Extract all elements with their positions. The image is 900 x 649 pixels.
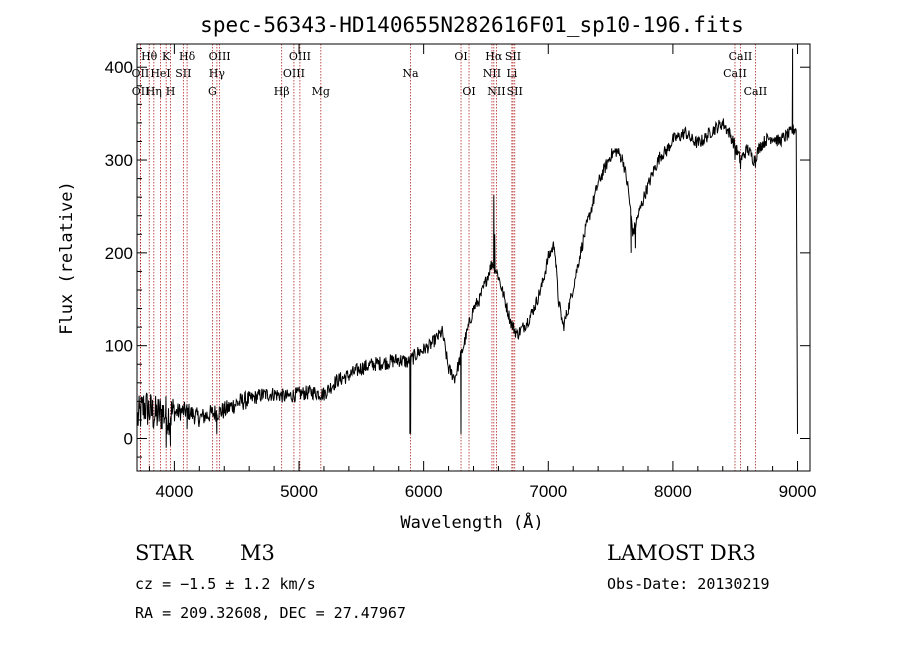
y-tick-label: 200 bbox=[105, 244, 133, 263]
spectral-line-label: CaII bbox=[744, 85, 768, 98]
spectral-line-label: NII bbox=[487, 85, 505, 98]
x-axis-ticks: 4000 5000 6000 7000 8000 9000 bbox=[148, 44, 817, 501]
x-tick-label: 7000 bbox=[529, 482, 567, 501]
spectrum-chart: spec-56343-HD140655N282616F01_sp10-196.f… bbox=[57, 13, 817, 533]
spectral-line-label: K bbox=[162, 50, 171, 63]
redshift-cz: cz = −1.5 ± 1.2 km/s bbox=[135, 575, 316, 593]
observation-date: Obs-Date: 20130219 bbox=[607, 575, 770, 593]
spectral-line-label: OII bbox=[132, 67, 150, 80]
spectral-line-label: OII bbox=[132, 85, 150, 98]
x-tick-label: 5000 bbox=[280, 482, 318, 501]
survey-name: LAMOST DR3 bbox=[607, 541, 756, 565]
spectral-line-label: Hη bbox=[146, 85, 162, 98]
object-subclass: M3 bbox=[240, 541, 275, 565]
y-tick-label: 100 bbox=[105, 337, 133, 356]
y-tick-label: 0 bbox=[124, 430, 133, 449]
spectral-line-label: Mg bbox=[312, 85, 330, 98]
spectral-line-label: SII bbox=[505, 50, 521, 63]
spectral-line-label: OIII bbox=[289, 50, 311, 63]
object-type: STAR bbox=[135, 541, 194, 565]
x-tick-label: 9000 bbox=[779, 482, 817, 501]
spectral-line-label: OIII bbox=[209, 50, 231, 63]
spectral-line-label: Hα bbox=[485, 50, 503, 63]
x-axis-label: Wavelength (Å) bbox=[400, 511, 543, 533]
x-tick-label: 8000 bbox=[654, 482, 692, 501]
y-tick-label: 400 bbox=[105, 58, 133, 77]
spectral-line-label: SII bbox=[507, 85, 523, 98]
spectral-line-label: SII bbox=[175, 67, 191, 80]
spectral-line-label: Hβ bbox=[274, 85, 290, 98]
spectral-line-label: OIII bbox=[283, 67, 305, 80]
spectral-line-label: Hγ bbox=[209, 67, 226, 80]
spectral-line-label: NII bbox=[483, 67, 501, 80]
x-tick-label: 4000 bbox=[155, 482, 193, 501]
spectral-line-label: OI bbox=[454, 50, 467, 63]
plot-frame bbox=[136, 43, 811, 472]
spectral-line-label: H bbox=[166, 85, 176, 98]
spectral-line-label: Hθ bbox=[141, 50, 158, 63]
spectral-line-label: HeI bbox=[150, 67, 170, 80]
spectrum-series bbox=[137, 48, 798, 448]
spectral-line-markers bbox=[139, 44, 756, 471]
spectral-line-label: CaII bbox=[729, 50, 753, 63]
spectral-line-label: Hδ bbox=[179, 50, 196, 63]
chart-title: spec-56343-HD140655N282616F01_sp10-196.f… bbox=[200, 13, 744, 37]
y-axis-ticks: 0 100 200 300 400 bbox=[105, 48, 810, 458]
spectral-line-label: CaII bbox=[723, 67, 747, 80]
y-axis-label: Flux (relative) bbox=[57, 181, 77, 335]
spectral-line-label: G bbox=[208, 85, 217, 98]
spectral-line-label: Na bbox=[402, 67, 419, 80]
spectral-line-label: OI bbox=[462, 85, 475, 98]
coordinates: RA = 209.32608, DEC = 27.47967 bbox=[135, 604, 406, 622]
x-tick-label: 6000 bbox=[405, 482, 443, 501]
spectral-line-label: Li bbox=[506, 67, 517, 80]
y-tick-label: 300 bbox=[105, 151, 133, 170]
